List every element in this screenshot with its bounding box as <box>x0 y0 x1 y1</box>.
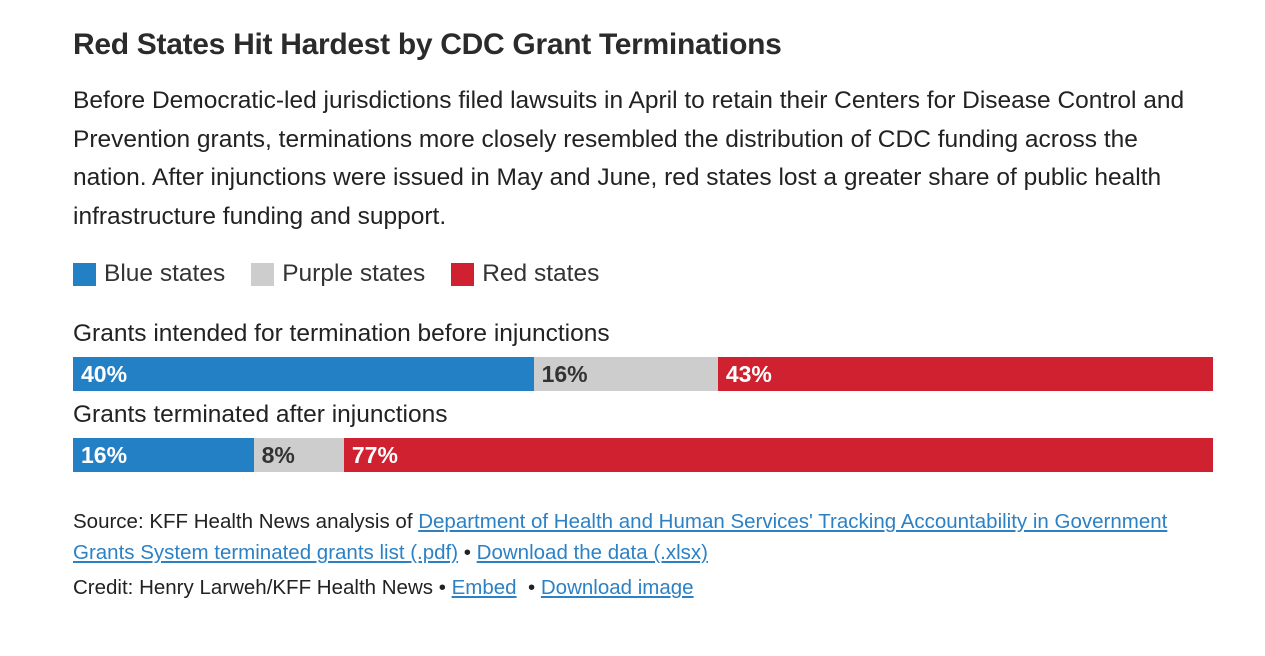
legend-label: Purple states <box>282 260 426 287</box>
stacked-bar-chart: Grants intended for termination before i… <box>73 320 1213 472</box>
credit-line: Credit: Henry Larweh/KFF Health News • E… <box>73 572 1213 603</box>
bar-segment-blue-states: 16% <box>73 438 254 472</box>
source-link-hhs[interactable]: Department of Health and Human Services'… <box>73 510 1168 564</box>
source-line: Source: KFF Health News analysis of Depa… <box>73 506 1213 568</box>
chart-description: Before Democratic-led jurisdictions file… <box>73 87 1185 230</box>
bar-segment-purple-states: 8% <box>253 438 344 472</box>
bullet-separator: • <box>438 576 446 599</box>
stacked-bar-row: 16% 8% 77% <box>73 438 1213 472</box>
download-data-link[interactable]: Download the data (.xlsx) <box>476 541 708 564</box>
chart-footer: Source: KFF Health News analysis of Depa… <box>73 506 1213 603</box>
legend-item-blue-states: Blue states <box>73 260 225 288</box>
bar-segment-blue-states: 40% <box>73 357 534 391</box>
legend-swatch-icon <box>251 262 275 286</box>
bar-row-label: Grants terminated after injunctions <box>73 401 448 428</box>
legend-swatch-icon <box>451 262 475 286</box>
stacked-bar-row: 40% 16% 43% <box>73 357 1213 391</box>
bar-row-label: Grants intended for termination before i… <box>73 320 610 347</box>
page-title: Red States Hit Hardest by CDC Grant Term… <box>73 28 782 61</box>
bar-segment-purple-states: 16% <box>533 357 718 391</box>
bullet-separator: • <box>527 576 536 599</box>
download-image-link[interactable]: Download image <box>540 576 694 599</box>
bar-segment-red-states: 77% <box>343 438 1213 472</box>
legend-swatch-icon <box>73 262 96 286</box>
legend-label: Blue states <box>104 260 226 287</box>
legend-item-purple-states: Purple states <box>251 260 425 288</box>
bullet-separator: • <box>463 541 471 564</box>
bar-segment-red-states: 43% <box>717 357 1213 391</box>
source-prefix: Source: KFF Health News analysis of <box>73 510 419 533</box>
legend-label: Red states <box>482 260 600 287</box>
chart-legend: Blue states Purple states Red states <box>73 260 1213 288</box>
embed-link[interactable]: Embed <box>451 576 517 599</box>
credit-text: Credit: Henry Larweh/KFF Health News <box>73 576 434 599</box>
legend-item-red-states: Red states <box>451 260 599 288</box>
